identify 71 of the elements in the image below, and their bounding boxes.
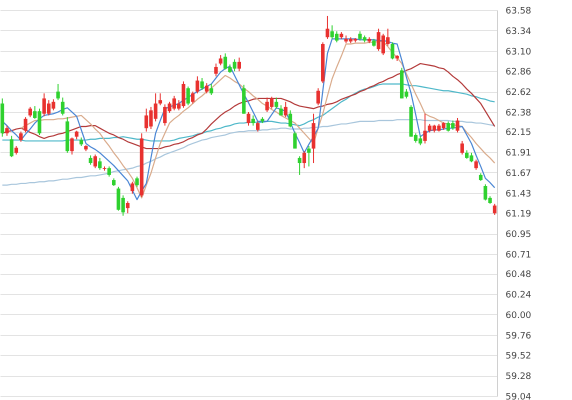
candlestick: [5, 125, 9, 136]
y-tick-label: 62.38: [506, 108, 532, 119]
candlestick: [246, 112, 250, 126]
line-series: [2, 119, 496, 186]
candlestick: [284, 101, 288, 118]
candlestick: [223, 52, 228, 70]
y-tick-label: 61.67: [506, 168, 532, 179]
candlestick: [293, 131, 297, 150]
candlestick: [270, 96, 274, 110]
candlestick: [24, 116, 28, 133]
line-series: [2, 62, 496, 150]
candlestick: [446, 120, 450, 132]
y-tick-label: 60.24: [506, 290, 532, 300]
candlestick: [274, 97, 278, 110]
y-tick-label: 60.71: [506, 250, 532, 261]
candlestick: [204, 82, 208, 94]
y-tick-label: 63.34: [506, 26, 532, 37]
candlestick: [492, 203, 496, 216]
y-tick-label: 63.10: [506, 47, 532, 58]
candlestick: [46, 100, 51, 116]
y-tick-label: 63.58: [506, 6, 532, 16]
candlestick: [288, 110, 292, 128]
candlestick: [98, 157, 102, 170]
candlestick: [60, 97, 65, 116]
candlestick: [251, 114, 255, 126]
y-tick-label: 60.95: [506, 230, 532, 240]
y-tick-label: 62.62: [506, 88, 532, 98]
candlestick: [88, 154, 92, 166]
y-tick-label: 61.19: [506, 210, 532, 220]
y-tick-label: 61.43: [506, 189, 532, 200]
candlestick: [107, 166, 111, 178]
candlestick: [28, 106, 32, 118]
candlestick: [218, 54, 222, 66]
candlestick: [186, 86, 190, 106]
y-tick-label: 59.52: [506, 352, 532, 362]
candlestick: [316, 88, 320, 106]
candlestick: [307, 146, 311, 167]
candlestick: [10, 135, 14, 158]
candlestick: [326, 15, 330, 40]
y-tick-label: 62.86: [506, 68, 532, 78]
candlestick: [196, 76, 200, 94]
y-tick-label: 59.28: [506, 372, 532, 382]
y-tick-label: 59.76: [506, 331, 532, 342]
y-tick-label: 61.91: [506, 148, 532, 158]
candlestick: [126, 200, 130, 214]
candlestick: [334, 30, 339, 43]
y-tick-label: 60.48: [506, 270, 532, 280]
candlestick: [460, 140, 464, 156]
candlestick: [130, 181, 134, 194]
candlestick: [93, 154, 98, 169]
y-tick-label: 59.04: [506, 392, 532, 400]
candlestick: [237, 57, 242, 72]
candlestick: [200, 78, 204, 90]
candlestick: [279, 104, 283, 116]
candlestick: [210, 83, 214, 96]
y-tick-label: 62.15: [506, 128, 532, 138]
y-tick-label: 60.00: [506, 310, 532, 321]
candlestick: [474, 159, 478, 170]
candlestick: [70, 137, 74, 156]
candlestick: [214, 63, 218, 77]
candlestick: [456, 117, 460, 133]
candlestick: [158, 92, 162, 106]
candlestick: [56, 83, 60, 101]
candlestick: [190, 91, 195, 104]
candlestick: [256, 120, 260, 132]
candlestick: [19, 131, 23, 142]
candlestick: [135, 176, 139, 188]
candlestick: [423, 113, 427, 144]
candlestick: [390, 42, 394, 60]
candlestick: [302, 150, 306, 169]
candlestick: [298, 156, 302, 176]
